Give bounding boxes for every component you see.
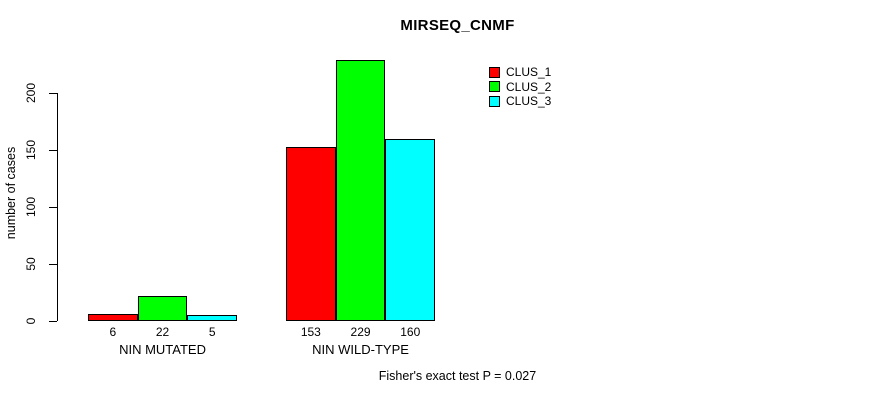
y-axis-tick-label: 150 [24, 139, 38, 161]
annotation-text: Fisher's exact test P = 0.027 [378, 369, 537, 383]
bar-value-label: 229 [350, 325, 371, 339]
y-axis-tick-label: 100 [24, 196, 38, 218]
y-axis-tick [49, 206, 57, 208]
y-axis-line [57, 93, 58, 321]
y-axis-tick [49, 263, 57, 265]
y-axis-tick-label: 0 [24, 317, 38, 325]
y-axis-tick [49, 92, 57, 94]
legend: CLUS_1 CLUS_2 CLUS_3 [489, 65, 551, 109]
bar-clus_1 [88, 314, 138, 321]
bar-value-label: 22 [155, 325, 170, 339]
bar-clus_2 [137, 295, 188, 321]
bar-value-label: 5 [208, 325, 216, 339]
legend-item: CLUS_2 [489, 80, 551, 94]
y-axis-tick-label: 200 [24, 82, 38, 104]
legend-label: CLUS_2 [506, 79, 552, 94]
legend-swatch-icon [489, 81, 500, 92]
legend-label: CLUS_1 [506, 65, 552, 79]
bar-value-label: 6 [109, 325, 117, 339]
legend-swatch-icon [489, 66, 500, 78]
legend-item: CLUS_3 [489, 94, 551, 108]
x-group-label: NIN MUTATED [119, 342, 206, 357]
bar-clus_2 [335, 59, 386, 321]
bar-clus_1 [286, 146, 336, 321]
bar-value-label: 160 [400, 325, 421, 339]
y-axis-tick [49, 320, 57, 322]
y-axis-tick-label: 50 [24, 257, 38, 271]
legend-swatch-icon [489, 95, 500, 107]
bar-value-label: 153 [300, 325, 321, 339]
legend-label: CLUS_3 [506, 94, 552, 108]
legend-item: CLUS_1 [489, 65, 551, 79]
y-axis-label: number of cases [3, 146, 18, 240]
bar-clus_3 [385, 138, 436, 321]
chart-title: MIRSEQ_CNMF [400, 17, 515, 34]
y-axis-tick [49, 149, 57, 151]
x-group-label: NIN WILD-TYPE [312, 342, 409, 357]
bar-clus_3 [187, 315, 238, 321]
